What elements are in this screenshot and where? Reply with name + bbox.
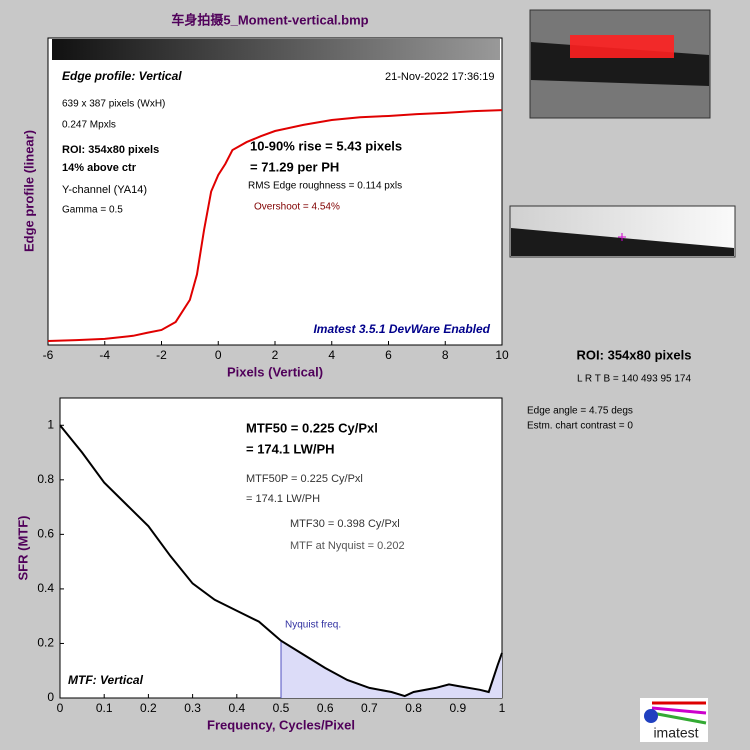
x-tick-label: 0.8 [405, 701, 422, 715]
x-tick-label: 0 [57, 701, 64, 715]
x-tick-label: 0.4 [228, 701, 245, 715]
plot-area [47, 37, 503, 346]
annotation: MTF30 = 0.398 Cy/Pxl [290, 518, 400, 530]
x-tick-label: 0.2 [140, 701, 157, 715]
y-axis-label: SFR (MTF) [15, 516, 30, 581]
x-tick-label: 0.5 [273, 701, 290, 715]
roi-image [529, 9, 711, 119]
series-label: Edge profile: Vertical [62, 69, 182, 83]
series-line [59, 424, 503, 698]
annotation: MTF50 = 0.225 Cy/Pxl [246, 420, 378, 435]
annotation: 0.247 Mpxls [62, 120, 116, 131]
page-title: 车身拍摄5_Moment-vertical.bmp [171, 12, 368, 27]
y-tick-label: 0.6 [37, 527, 54, 541]
annotation: 21-Nov-2022 17:36:19 [385, 71, 494, 83]
y-tick-label: 1 [47, 417, 54, 431]
roi-coords: L R T B = 140 493 95 174 [577, 374, 692, 385]
x-tick-label: 0 [215, 348, 222, 362]
annotation: Imatest 3.5.1 DevWare Enabled [313, 322, 490, 336]
x-tick-label: -4 [99, 348, 110, 362]
y-tick-label: 0 [47, 690, 54, 704]
x-tick-label: 0.6 [317, 701, 334, 715]
annotation: MTF at Nyquist = 0.202 [290, 540, 405, 552]
roi-crop [509, 205, 736, 258]
x-tick-label: 0.1 [96, 701, 113, 715]
logo: imatest [640, 698, 708, 742]
y-tick-label: 0.4 [37, 581, 54, 595]
chart-contrast: Estm. chart contrast = 0 [527, 421, 633, 432]
annotation: = 174.1 LW/PH [246, 493, 320, 505]
nyquist-region [281, 640, 502, 698]
annotation: Y-channel (YA14) [62, 184, 147, 196]
x-tick-label: 0.9 [449, 701, 466, 715]
gradient-bar [52, 39, 500, 60]
roi-size: ROI: 354x80 pixels [577, 347, 692, 362]
x-tick-label: 0.7 [361, 701, 378, 715]
x-tick-label: 2 [272, 348, 279, 362]
x-tick-label: 8 [442, 348, 449, 362]
edge-angle: Edge angle = 4.75 degs [527, 406, 633, 417]
y-tick-label: 0.8 [37, 472, 54, 486]
annotation: RMS Edge roughness = 0.114 pxls [248, 181, 402, 192]
y-tick-label: 0.2 [37, 636, 54, 650]
annotation: MTF50P = 0.225 Cy/Pxl [246, 473, 363, 485]
x-axis-label: Pixels (Vertical) [227, 364, 323, 379]
x-tick-label: 10 [495, 348, 509, 362]
x-tick-label: 0.3 [184, 701, 201, 715]
x-tick-label: -6 [43, 348, 54, 362]
annotation: = 174.1 LW/PH [246, 441, 335, 456]
y-axis-label: Edge profile (linear) [21, 130, 36, 252]
series-line [47, 109, 503, 343]
annotation: ROI: 354x80 pixels [62, 144, 159, 156]
series-label: MTF: Vertical [68, 673, 144, 687]
x-tick-label: 6 [385, 348, 392, 362]
x-tick-label: 1 [499, 701, 506, 715]
annotation: 14% above ctr [62, 162, 137, 174]
annotation: Overshoot = 4.54% [254, 202, 340, 213]
annotation: Gamma = 0.5 [62, 205, 123, 216]
annotation: 10-90% rise = 5.43 pixels [250, 138, 402, 153]
nyquist-label: Nyquist freq. [285, 619, 341, 630]
x-tick-label: -2 [156, 348, 167, 362]
x-axis-label: Frequency, Cycles/Pixel [207, 717, 355, 732]
annotation: = 71.29 per PH [250, 159, 339, 174]
x-tick-label: 4 [328, 348, 335, 362]
logo-text: imatest [653, 725, 698, 741]
annotation: 639 x 387 pixels (WxH) [62, 99, 165, 110]
